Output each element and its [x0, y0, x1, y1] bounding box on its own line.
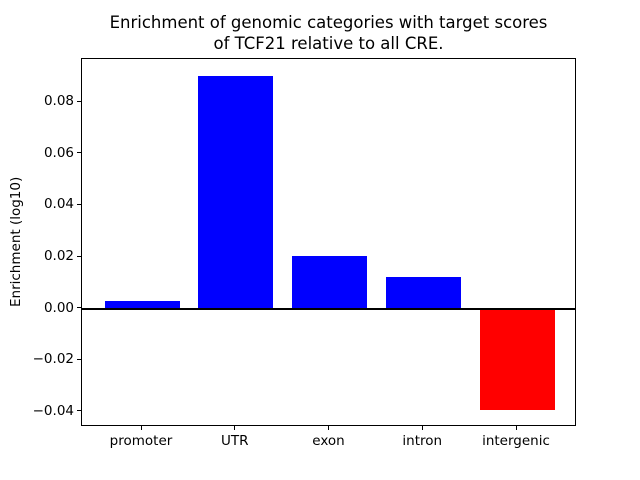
- bar-intron: [385, 277, 461, 309]
- y-tick-label: 0.06: [43, 144, 74, 161]
- y-tick-label: −0.02: [32, 351, 74, 368]
- x-tick-label-UTR: UTR: [220, 433, 249, 449]
- y-tick-label: 0.00: [43, 299, 74, 316]
- x-tick-label-exon: exon: [312, 433, 345, 449]
- y-tick-mark: [77, 307, 81, 309]
- x-tick-mark: [421, 426, 423, 430]
- y-tick-label: 0.02: [43, 248, 74, 265]
- y-tick-label: −0.04: [32, 402, 74, 419]
- y-tick-label: 0.08: [43, 93, 74, 110]
- x-tick-mark: [140, 426, 142, 430]
- y-tick-mark: [77, 152, 81, 154]
- y-tick-mark: [77, 410, 81, 412]
- plot-area: [81, 58, 576, 426]
- x-tick-mark: [328, 426, 329, 430]
- bar-UTR: [198, 75, 274, 309]
- chart-title: Enrichment of genomic categories with ta…: [109, 13, 548, 53]
- y-tick-mark: [77, 358, 81, 360]
- y-tick-mark: [77, 100, 81, 102]
- x-tick-label-intron: intron: [402, 433, 443, 449]
- y-tick-mark: [77, 255, 81, 257]
- x-tick-mark: [515, 426, 517, 430]
- x-tick-label-intergenic: intergenic: [482, 433, 550, 449]
- zero-line: [82, 307, 575, 310]
- x-tick-label-promoter: promoter: [109, 433, 173, 449]
- bar-promoter: [104, 300, 180, 309]
- y-axis-label: Enrichment (log10): [8, 176, 24, 308]
- y-tick-mark: [77, 203, 81, 205]
- bar-intergenic: [479, 308, 555, 411]
- bar-exon: [292, 256, 367, 309]
- y-tick-label: 0.04: [43, 196, 74, 213]
- x-tick-mark: [234, 426, 236, 430]
